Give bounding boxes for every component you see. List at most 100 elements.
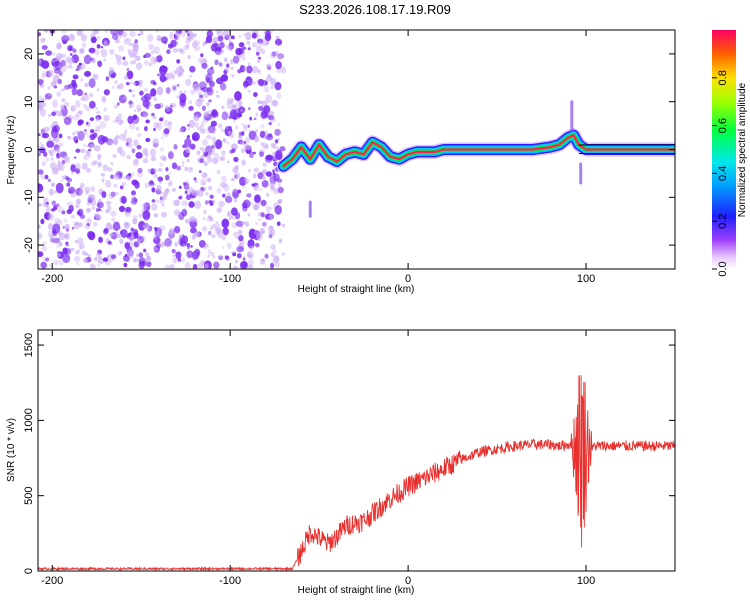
noise-speckle xyxy=(70,105,76,112)
noise-speckle xyxy=(159,198,165,205)
noise-speckle xyxy=(268,115,275,121)
noise-speckle xyxy=(248,228,257,240)
noise-speckle xyxy=(167,151,174,160)
noise-speckle xyxy=(173,33,177,38)
noise-speckle xyxy=(192,135,197,141)
noise-speckle xyxy=(201,105,206,111)
noise-speckle xyxy=(174,199,180,207)
noise-speckle xyxy=(56,152,60,157)
noise-speckle xyxy=(174,241,178,247)
noise-speckle xyxy=(145,261,152,268)
noise-speckle xyxy=(254,135,260,143)
noise-speckle xyxy=(96,201,104,209)
noise-speckle xyxy=(196,126,202,131)
noise-speckle xyxy=(270,116,277,123)
noise-speckle xyxy=(194,200,202,210)
noise-speckle xyxy=(260,48,266,55)
noise-speckle xyxy=(79,214,86,219)
noise-speckle xyxy=(163,119,169,127)
noise-speckle xyxy=(143,202,151,212)
noise-speckle xyxy=(108,225,115,231)
noise-speckle xyxy=(189,216,197,223)
noise-speckle xyxy=(75,250,80,255)
noise-speckle xyxy=(52,125,57,133)
noise-speckle xyxy=(190,245,193,248)
noise-speckle xyxy=(142,158,149,164)
noise-speckle xyxy=(100,172,106,177)
noise-speckle xyxy=(74,239,79,244)
noise-speckle xyxy=(165,72,173,80)
noise-speckle xyxy=(133,139,139,147)
noise-speckle xyxy=(269,111,275,117)
noise-speckle xyxy=(155,55,163,63)
noise-speckle xyxy=(260,212,265,218)
noise-speckle xyxy=(181,208,188,217)
noise-speckle xyxy=(118,45,124,52)
noise-speckle xyxy=(82,42,87,49)
spectrogram-ytick-label: 10 xyxy=(23,96,35,108)
noise-speckle xyxy=(97,199,101,203)
noise-speckle xyxy=(247,264,254,269)
noise-speckle xyxy=(76,88,83,97)
noise-speckle xyxy=(76,210,82,216)
noise-speckle xyxy=(119,133,125,141)
noise-speckle xyxy=(119,230,123,235)
noise-speckle xyxy=(207,67,215,76)
noise-speckle xyxy=(252,173,257,179)
noise-speckle xyxy=(41,245,48,252)
noise-speckle xyxy=(215,220,219,225)
noise-speckle xyxy=(94,50,100,56)
noise-speckle xyxy=(216,94,220,98)
noise-speckle xyxy=(47,178,51,183)
noise-speckle xyxy=(40,261,47,269)
noise-speckle xyxy=(86,167,92,173)
noise-speckle xyxy=(272,172,276,176)
noise-speckle xyxy=(80,97,86,101)
noise-speckle xyxy=(137,167,143,174)
noise-speckle xyxy=(97,263,100,267)
noise-speckle xyxy=(111,217,116,222)
noise-speckle xyxy=(97,162,102,167)
noise-speckle xyxy=(232,55,240,64)
noise-speckle xyxy=(152,138,159,148)
noise-speckle xyxy=(151,112,155,117)
noise-speckle xyxy=(253,230,258,235)
noise-speckle xyxy=(182,243,186,247)
noise-speckle xyxy=(110,174,114,179)
noise-speckle xyxy=(97,249,103,255)
noise-speckle xyxy=(73,156,77,159)
noise-speckle xyxy=(165,87,171,94)
noise-speckle xyxy=(189,143,196,150)
noise-speckle xyxy=(205,35,213,44)
noise-speckle xyxy=(213,261,220,269)
noise-speckle xyxy=(193,218,199,223)
noise-speckle xyxy=(48,114,52,118)
noise-speckle xyxy=(165,167,169,172)
noise-speckle xyxy=(69,53,73,56)
noise-speckle xyxy=(46,140,55,148)
noise-speckle xyxy=(96,35,101,40)
noise-speckle xyxy=(189,74,193,79)
noise-speckle xyxy=(274,256,279,261)
noise-speckle xyxy=(227,130,232,135)
noise-speckle xyxy=(159,196,163,201)
noise-speckle xyxy=(159,163,164,167)
noise-speckle xyxy=(208,152,212,157)
noise-speckle xyxy=(138,83,143,88)
noise-speckle xyxy=(58,260,64,266)
noise-speckle xyxy=(149,168,156,175)
snr-ytick-label: 500 xyxy=(23,487,35,505)
noise-speckle xyxy=(64,154,69,160)
noise-speckle xyxy=(219,41,225,49)
noise-speckle xyxy=(243,86,247,90)
noise-speckle xyxy=(130,60,134,65)
noise-speckle xyxy=(275,43,279,47)
noise-speckle xyxy=(256,59,261,63)
noise-speckle xyxy=(61,98,66,103)
noise-speckle xyxy=(77,110,83,114)
noise-speckle xyxy=(85,149,89,154)
colorbar-tick-label: 0.4 xyxy=(717,166,729,181)
noise-speckle xyxy=(47,86,51,91)
noise-speckle xyxy=(153,46,160,55)
